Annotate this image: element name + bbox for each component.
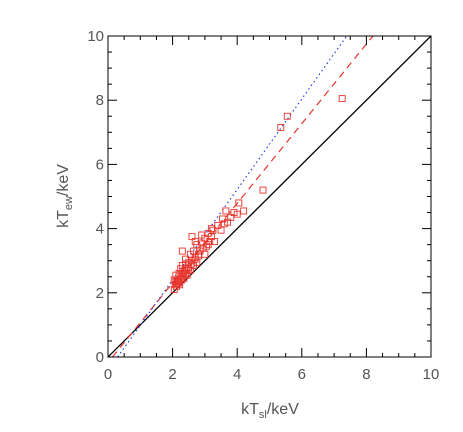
data-point: [201, 250, 209, 258]
data-point: [233, 210, 241, 218]
data-point: [235, 199, 243, 207]
x-axis-label: kTsl/keV: [241, 401, 299, 421]
x-tick-label: 8: [362, 366, 370, 383]
data-point: [338, 95, 346, 103]
x-tick-label: 4: [233, 366, 241, 383]
fit-lines: [108, 36, 431, 357]
data-point: [182, 255, 189, 263]
data-point: [211, 237, 219, 245]
line-dotted: [117, 36, 348, 357]
y-tick-label: 6: [96, 156, 104, 173]
data-point: [283, 112, 291, 120]
data-point: [191, 237, 199, 245]
data-point: [209, 226, 217, 234]
y-axis-label-unit: /keV: [55, 164, 72, 196]
y-tick-label: 0: [96, 349, 104, 366]
y-tick-label: 8: [96, 92, 104, 109]
data-point: [259, 186, 267, 194]
x-axis-label-unit: /keV: [267, 401, 299, 418]
x-tick-label: 6: [298, 366, 306, 383]
line-dashed: [112, 36, 374, 357]
data-point: [194, 252, 202, 260]
data-points: [170, 95, 346, 294]
x-tick-label: 2: [168, 366, 176, 383]
y-tick-label: 4: [96, 221, 104, 238]
y-axis-label: kTew/keV: [55, 164, 75, 228]
data-point: [204, 241, 212, 249]
y-tick-label: 10: [87, 28, 104, 45]
data-point: [175, 278, 183, 286]
data-point: [222, 207, 230, 215]
x-axis-label-sub: sl: [259, 409, 267, 421]
x-axis-label-main: kT: [241, 401, 259, 418]
x-tick-label: 0: [104, 366, 112, 383]
y-tick-label: 2: [96, 285, 104, 302]
data-point: [277, 124, 285, 131]
line-solid: [108, 36, 431, 357]
data-point: [178, 247, 186, 255]
data-point: [240, 207, 248, 215]
y-axis-label-main: kT: [55, 210, 72, 228]
data-point: [207, 225, 215, 233]
y-axis-label-sub: ew: [63, 196, 75, 210]
axis-tick-labels: 0 2 4 6 8 10 0 2 4 6 8 10: [87, 28, 439, 383]
axis-ticks: [107, 35, 432, 358]
data-point: [198, 231, 206, 239]
x-tick-label: 10: [423, 366, 440, 383]
